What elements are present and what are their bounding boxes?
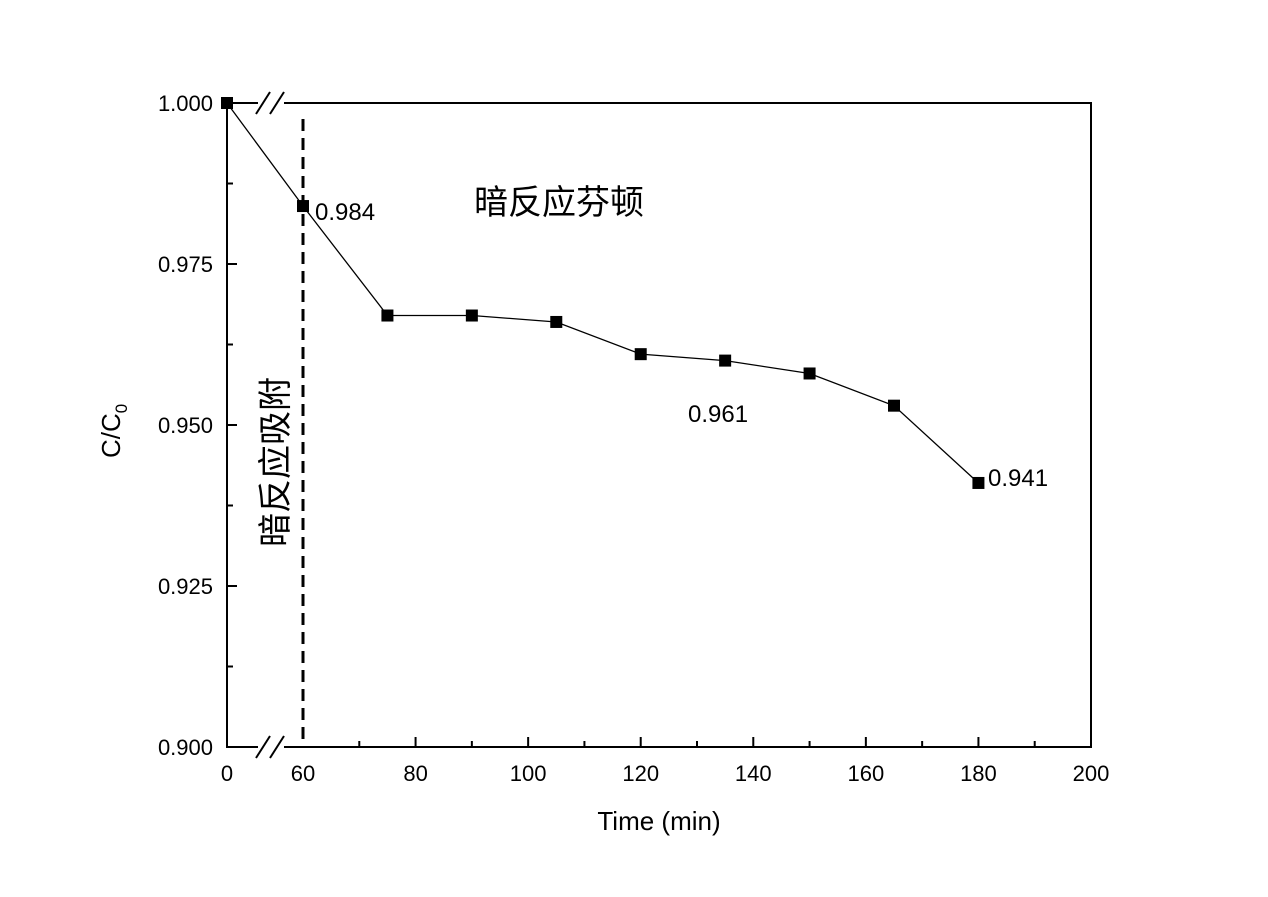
data-point <box>719 354 732 367</box>
data-point <box>381 309 394 322</box>
data-point <box>297 200 309 213</box>
annotation-dark-reaction-fenton: 暗反应芬顿 <box>474 183 644 223</box>
x-tick-label: 100 <box>510 761 547 786</box>
y-tick-label: 0.950 <box>158 413 213 438</box>
y-axis-title-subscript: 0 <box>112 404 131 413</box>
data-point <box>803 367 816 380</box>
data-point <box>972 476 985 489</box>
data-point <box>634 348 647 361</box>
y-axis-title: C/C0 <box>96 404 131 458</box>
axis-break-bottom <box>255 735 285 759</box>
x-tick-label: 180 <box>960 761 997 786</box>
axis-break-gap <box>258 100 284 106</box>
y-tick-label: 0.925 <box>158 574 213 599</box>
axis-break-slash <box>255 735 271 759</box>
y-tick-label: 0.975 <box>158 252 213 277</box>
x-tick-label: 160 <box>847 761 884 786</box>
data-point <box>888 399 900 412</box>
plot-layer: 0.900 0.925 0.950 0.975 1.000 0 60 80 100 120 140 1… <box>96 91 1109 836</box>
y-tick-label: 0.900 <box>158 735 213 760</box>
x-tick-label: 80 <box>403 761 427 786</box>
axis-break-slash <box>255 91 271 115</box>
series-line <box>226 102 979 484</box>
annotation-dark-adsorption: 暗反应吸附 <box>256 377 296 547</box>
axis-break-top <box>255 91 285 115</box>
x-tick-label: 60 <box>291 761 315 786</box>
x-tick-label: 120 <box>622 761 659 786</box>
data-label: 0.984 <box>315 199 375 226</box>
x-tick-label: 140 <box>735 761 772 786</box>
axis-break-gap <box>258 744 284 750</box>
y-tick-label: 1.000 <box>158 91 213 116</box>
data-label: 0.961 <box>688 401 748 428</box>
data-point <box>221 97 233 109</box>
data-label: 0.941 <box>988 465 1048 492</box>
x-tick-label: 0 <box>221 761 233 786</box>
axis-break-slash <box>269 735 285 759</box>
data-point <box>465 309 478 322</box>
x-tick-label: 200 <box>1073 761 1110 786</box>
data-point <box>550 315 563 328</box>
axis-break-slash <box>269 91 285 115</box>
x-axis-title: Time (min) <box>597 806 720 836</box>
